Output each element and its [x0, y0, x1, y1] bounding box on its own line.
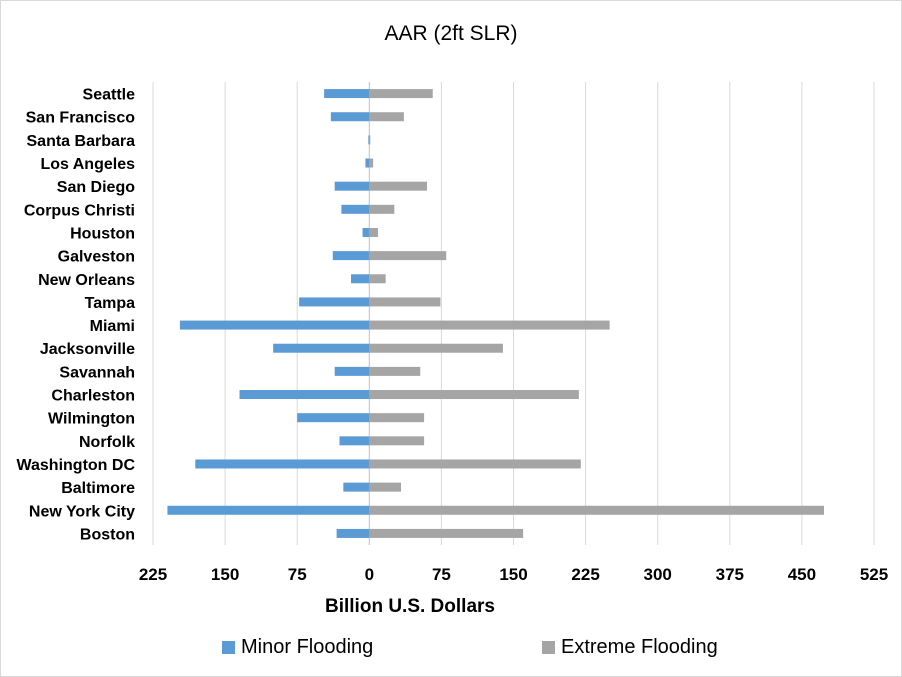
minor-bar-5 [341, 204, 370, 214]
extreme-bar-7 [369, 251, 447, 261]
minor-bar-15 [339, 436, 370, 446]
x-tick-label-7: 300 [644, 565, 672, 584]
x-tick-label-9: 450 [788, 565, 816, 584]
minor-bar-7 [332, 251, 370, 261]
chart-title: AAR (2ft SLR) [384, 22, 518, 45]
extreme-bar-2 [369, 135, 371, 145]
extreme-bar-9 [369, 297, 441, 307]
extreme-bar-11 [369, 343, 503, 353]
x-tick-label-0: 225 [139, 565, 167, 584]
x-tick-label-6: 225 [571, 565, 599, 584]
extreme-bar-17 [369, 482, 402, 492]
category-label-14: Wilmington [48, 411, 135, 428]
minor-bar-19 [336, 528, 370, 538]
minor-bar-18 [167, 505, 370, 515]
legend-item-extreme: Extreme Flooding [542, 636, 718, 659]
category-label-1: San Francisco [26, 110, 136, 127]
category-label-17: Baltimore [61, 480, 135, 497]
legend-label-extreme: Extreme Flooding [561, 636, 718, 658]
minor-bar-3 [365, 158, 370, 168]
extreme-bar-6 [369, 227, 378, 237]
category-label-13: Charleston [51, 388, 135, 405]
category-label-11: Jacksonville [40, 341, 135, 358]
minor-bar-9 [299, 297, 370, 307]
extreme-bar-15 [369, 436, 425, 446]
category-label-18: New York City [29, 503, 135, 520]
x-tick-label-8: 375 [716, 565, 744, 584]
x-tick-label-2: 75 [288, 565, 307, 584]
minor-bar-1 [330, 112, 370, 122]
category-label-19: Boston [80, 526, 135, 543]
x-axis-label: Billion U.S. Dollars [325, 596, 495, 617]
minor-bar-11 [273, 343, 370, 353]
category-label-2: Santa Barbara [27, 133, 136, 150]
legend-swatch-extreme [542, 641, 555, 654]
category-label-12: Savannah [59, 364, 135, 381]
extreme-bar-3 [369, 158, 374, 168]
legend-item-minor: Minor Flooding [222, 636, 373, 659]
category-label-0: Seattle [83, 87, 136, 104]
x-tick-label-3: 0 [365, 565, 374, 584]
minor-bar-16 [195, 459, 370, 469]
category-label-3: Los Angeles [40, 156, 135, 173]
category-labels: Seattle San Francisco Santa Barbara Los Ang… [17, 87, 136, 544]
category-label-5: Corpus Christi [24, 202, 135, 219]
legend-swatch-minor [222, 641, 235, 654]
extreme-bar-5 [369, 204, 395, 214]
x-tick-label-5: 150 [499, 565, 527, 584]
minor-bar-8 [351, 274, 370, 284]
legend-label-minor: Minor Flooding [241, 636, 374, 658]
category-label-7: Galveston [58, 249, 135, 266]
extreme-bar-18 [369, 505, 825, 515]
minor-bar-2 [368, 135, 370, 145]
minor-bar-10 [179, 320, 370, 330]
extreme-bar-14 [369, 413, 425, 423]
extreme-bar-1 [369, 112, 404, 122]
category-label-6: Houston [70, 225, 135, 242]
category-label-10: Miami [90, 318, 135, 335]
legend: Minor Flooding Extreme Flooding [0, 636, 902, 664]
x-tick-label-1: 150 [211, 565, 239, 584]
extreme-bar-13 [369, 390, 579, 400]
minor-bar-4 [334, 181, 370, 191]
minor-bar-0 [324, 89, 370, 99]
category-label-15: Norfolk [79, 434, 135, 451]
extreme-bar-0 [369, 89, 433, 99]
extreme-bar-19 [369, 528, 524, 538]
minor-bar-14 [297, 413, 370, 423]
x-tick-label-10: 525 [860, 565, 888, 584]
category-label-16: Washington DC [17, 457, 136, 474]
minor-bar-6 [362, 227, 370, 237]
x-tick-label-4: 75 [432, 565, 451, 584]
extreme-bar-8 [369, 274, 386, 284]
minor-bar-17 [343, 482, 370, 492]
category-label-8: New Orleans [38, 272, 135, 289]
category-label-9: Tampa [85, 295, 135, 312]
category-label-4: San Diego [57, 179, 135, 196]
x-tick-labels: 225 150 75 0 75 150 225 300 375 450 525 [139, 565, 888, 584]
minor-bar-12 [334, 366, 370, 376]
minor-bar-13 [239, 390, 370, 400]
gridlines [152, 82, 875, 545]
extreme-bar-10 [369, 320, 610, 330]
extreme-bar-4 [369, 181, 427, 191]
bars [167, 89, 825, 538]
extreme-bar-16 [369, 459, 581, 469]
extreme-bar-12 [369, 366, 421, 376]
